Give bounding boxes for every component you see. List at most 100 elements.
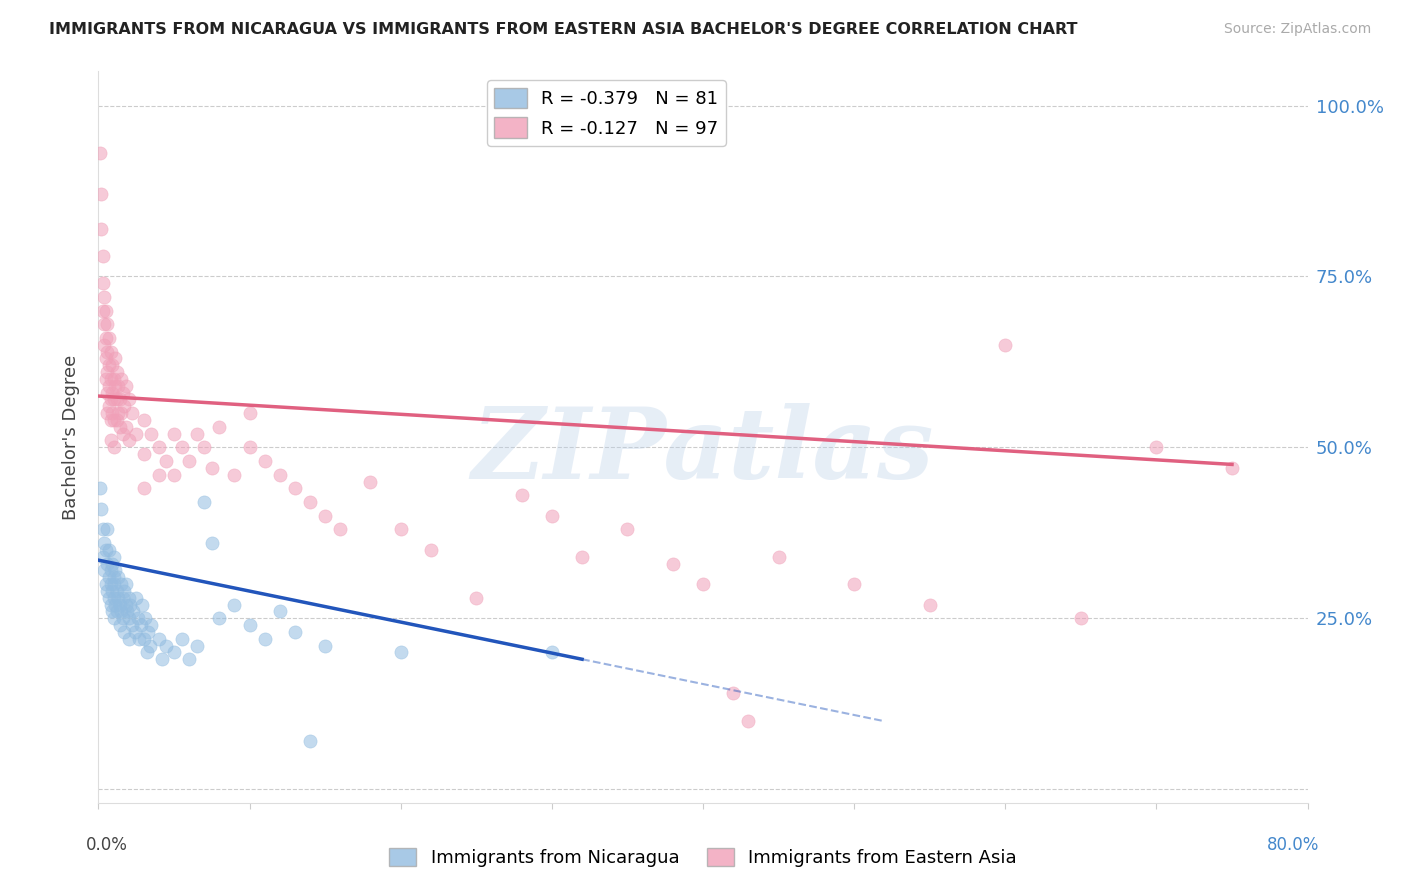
Text: IMMIGRANTS FROM NICARAGUA VS IMMIGRANTS FROM EASTERN ASIA BACHELOR'S DEGREE CORR: IMMIGRANTS FROM NICARAGUA VS IMMIGRANTS … bbox=[49, 22, 1078, 37]
Point bbox=[314, 639, 336, 653]
Point bbox=[299, 495, 322, 509]
Point bbox=[89, 481, 111, 495]
Point bbox=[540, 508, 562, 523]
Point bbox=[918, 598, 941, 612]
Point bbox=[186, 639, 208, 653]
Point bbox=[163, 467, 186, 482]
Point bbox=[148, 632, 170, 646]
Point bbox=[118, 392, 141, 407]
Point bbox=[114, 420, 136, 434]
Point bbox=[100, 392, 122, 407]
Point bbox=[114, 577, 136, 591]
Point bbox=[179, 454, 201, 468]
Point bbox=[121, 618, 143, 632]
Point bbox=[103, 372, 125, 386]
Point bbox=[101, 604, 124, 618]
Point bbox=[96, 583, 118, 598]
Point bbox=[208, 611, 231, 625]
Point bbox=[107, 406, 129, 420]
Point bbox=[284, 481, 307, 495]
Point bbox=[90, 221, 112, 235]
Point bbox=[100, 344, 122, 359]
Point bbox=[101, 385, 124, 400]
Point bbox=[571, 549, 593, 564]
Point bbox=[108, 392, 131, 407]
Point bbox=[186, 426, 208, 441]
Point bbox=[103, 577, 125, 591]
Point bbox=[224, 598, 246, 612]
Point bbox=[510, 488, 533, 502]
Point bbox=[136, 624, 159, 639]
Point bbox=[110, 604, 132, 618]
Point bbox=[314, 508, 336, 523]
Point bbox=[111, 426, 134, 441]
Point bbox=[108, 618, 131, 632]
Point bbox=[100, 372, 122, 386]
Point bbox=[420, 542, 443, 557]
Point bbox=[114, 598, 136, 612]
Point bbox=[360, 475, 382, 489]
Text: 80.0%: 80.0% bbox=[1267, 837, 1320, 855]
Point bbox=[100, 434, 122, 448]
Point bbox=[692, 577, 714, 591]
Point bbox=[96, 318, 118, 332]
Point bbox=[107, 570, 129, 584]
Point bbox=[239, 618, 262, 632]
Point bbox=[101, 557, 124, 571]
Point bbox=[100, 577, 122, 591]
Point bbox=[104, 563, 127, 577]
Point bbox=[269, 604, 291, 618]
Point bbox=[118, 611, 141, 625]
Point bbox=[94, 577, 117, 591]
Point bbox=[239, 440, 262, 454]
Point bbox=[98, 542, 121, 557]
Point bbox=[141, 426, 163, 441]
Point bbox=[1220, 460, 1243, 475]
Point bbox=[91, 522, 114, 536]
Point bbox=[93, 290, 115, 304]
Point bbox=[208, 420, 231, 434]
Point bbox=[141, 618, 163, 632]
Point bbox=[148, 440, 170, 454]
Point bbox=[90, 187, 112, 202]
Point bbox=[103, 570, 125, 584]
Point bbox=[269, 467, 291, 482]
Point bbox=[91, 249, 114, 263]
Point bbox=[107, 591, 129, 605]
Point bbox=[125, 426, 148, 441]
Point bbox=[104, 351, 127, 366]
Point bbox=[91, 277, 114, 291]
Point bbox=[389, 645, 412, 659]
Point bbox=[193, 495, 215, 509]
Point bbox=[101, 406, 124, 420]
Point bbox=[129, 618, 152, 632]
Point bbox=[94, 372, 117, 386]
Point bbox=[96, 385, 118, 400]
Point bbox=[93, 338, 115, 352]
Point bbox=[103, 440, 125, 454]
Point bbox=[110, 406, 132, 420]
Point bbox=[90, 501, 112, 516]
Point bbox=[299, 734, 322, 748]
Point bbox=[465, 591, 488, 605]
Point bbox=[723, 686, 745, 700]
Point bbox=[94, 351, 117, 366]
Point bbox=[96, 522, 118, 536]
Point bbox=[91, 303, 114, 318]
Point bbox=[107, 379, 129, 393]
Point bbox=[122, 604, 145, 618]
Point bbox=[253, 632, 276, 646]
Point bbox=[170, 632, 193, 646]
Point bbox=[163, 426, 186, 441]
Point bbox=[101, 359, 124, 373]
Point bbox=[239, 406, 262, 420]
Point bbox=[93, 563, 115, 577]
Point bbox=[98, 379, 121, 393]
Point bbox=[110, 577, 132, 591]
Point bbox=[201, 460, 224, 475]
Point bbox=[111, 591, 134, 605]
Point bbox=[112, 400, 135, 414]
Point bbox=[89, 146, 111, 161]
Point bbox=[103, 591, 125, 605]
Point bbox=[114, 379, 136, 393]
